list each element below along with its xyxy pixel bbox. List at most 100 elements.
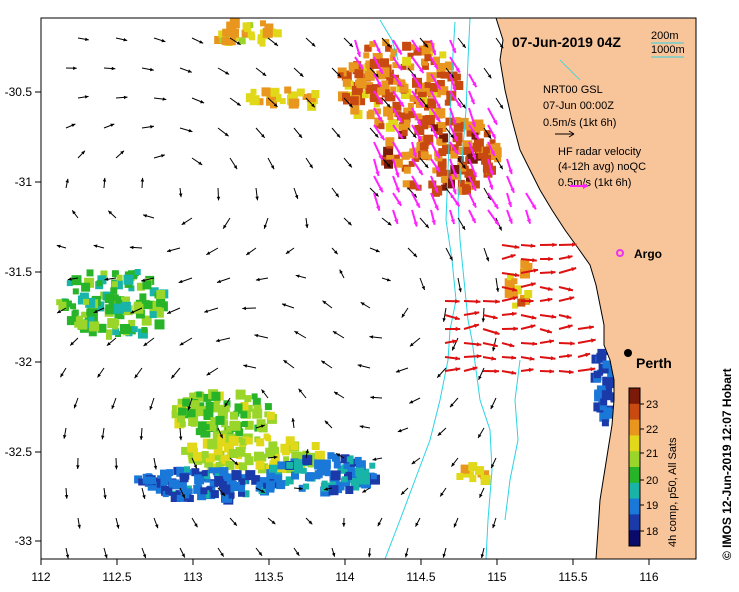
- model-arrow: [129, 245, 143, 250]
- sst-cell: [480, 475, 491, 485]
- sst-cell: [214, 476, 225, 486]
- sst-cell: [439, 86, 449, 96]
- shelf-arrow: [520, 268, 539, 274]
- model-arrow: [217, 487, 226, 497]
- sst-cell: [238, 478, 246, 486]
- sst-cell: [390, 86, 397, 93]
- sst-cell: [512, 302, 519, 309]
- sst-cell: [225, 426, 232, 433]
- city-label: Perth: [636, 355, 672, 371]
- sst-cell: [347, 468, 358, 478]
- model-arrow: [437, 427, 447, 437]
- hf-arrow: [430, 107, 441, 123]
- model-scale: 0.5m/s (1kt 6h): [543, 117, 616, 129]
- sst-cell: [454, 81, 464, 90]
- sst-cell: [238, 489, 245, 497]
- sst-cell: [147, 481, 157, 491]
- model-arrow: [255, 127, 266, 139]
- sst-cell: [348, 464, 355, 471]
- sst-cell: [294, 464, 303, 474]
- sst-cell: [200, 487, 208, 495]
- sst-cell: [83, 319, 93, 329]
- sst-cell: [408, 160, 415, 167]
- hf-arrow: [468, 107, 476, 128]
- sst-cell: [454, 117, 461, 124]
- sst-cell: [440, 71, 448, 79]
- sst-cell: [369, 462, 376, 469]
- sst-cell: [425, 154, 432, 161]
- sst-cell: [432, 167, 439, 174]
- model-arrow: [255, 277, 269, 282]
- model-arrow: [331, 547, 336, 557]
- sst-cell: [457, 179, 465, 187]
- model-arrow: [216, 187, 221, 201]
- sst-cell: [507, 273, 514, 281]
- sst-cell: [244, 420, 254, 430]
- sst-cell: [428, 180, 437, 189]
- sst-cell: [265, 447, 276, 458]
- sst-cell: [149, 287, 159, 297]
- sst-cell: [351, 85, 361, 95]
- sst-cell: [174, 418, 185, 429]
- shelf-arrow: [540, 256, 553, 262]
- sst-cell: [401, 89, 411, 99]
- sst-cell: [177, 414, 185, 423]
- colorbar-swatch: [629, 514, 640, 531]
- sst-cell: [204, 476, 211, 483]
- hf-arrow: [468, 141, 477, 160]
- hf-arrow: [487, 107, 498, 126]
- sst-cell: [224, 442, 234, 453]
- sst-cell: [276, 480, 286, 490]
- sst-cell: [239, 442, 247, 450]
- sst-cell: [384, 92, 394, 102]
- sst-cell: [363, 52, 370, 59]
- hf-arrow: [411, 209, 418, 227]
- model-arrow: [419, 157, 429, 169]
- colorbar-swatch: [629, 498, 640, 515]
- sst-cell: [201, 470, 208, 477]
- sst-cell: [213, 467, 224, 478]
- model-arrow: [191, 37, 204, 44]
- sst-cell: [462, 140, 473, 151]
- sst-cell: [234, 403, 243, 412]
- model-arrow: [255, 424, 265, 429]
- hf-arrow: [392, 141, 403, 158]
- model-arrow: [179, 127, 193, 133]
- sst-cell: [128, 285, 135, 292]
- hf-arrow: [411, 158, 424, 176]
- model-arrow: [331, 67, 342, 78]
- model-arrow: [261, 389, 269, 399]
- sst-cell: [423, 134, 434, 145]
- sst-cell: [444, 61, 454, 71]
- model-arrow: [381, 157, 391, 168]
- hf-arrow: [468, 90, 476, 105]
- sst-cell: [340, 454, 350, 464]
- model-arrow: [255, 67, 267, 77]
- sst-cell: [228, 492, 235, 499]
- sst-cell: [242, 490, 250, 498]
- model-arrow: [359, 425, 371, 429]
- argo-label: Argo: [634, 247, 662, 261]
- sst-cell: [221, 420, 229, 428]
- sst-cell: [377, 87, 386, 96]
- hf-arrow: [411, 175, 421, 191]
- hf-arrow: [449, 158, 458, 178]
- sst-cell: [190, 400, 200, 410]
- sst-cell: [197, 491, 207, 501]
- sst-cell: [387, 114, 394, 120]
- sst-cell: [328, 485, 339, 496]
- model-arrow: [103, 66, 116, 71]
- sst-cell: [89, 321, 100, 332]
- sst-cell: [455, 140, 462, 147]
- model-arrow: [404, 547, 409, 558]
- model-arrow: [97, 367, 105, 378]
- model-arrow: [362, 487, 371, 493]
- sst-cell: [234, 462, 242, 470]
- sst-patches: [56, 18, 620, 505]
- model-arrow: [65, 178, 69, 189]
- sst-cell: [134, 269, 141, 275]
- sst-cell: [213, 446, 223, 456]
- model-arrow: [56, 244, 67, 249]
- model-arrow: [103, 487, 107, 499]
- sst-cell: [141, 315, 152, 326]
